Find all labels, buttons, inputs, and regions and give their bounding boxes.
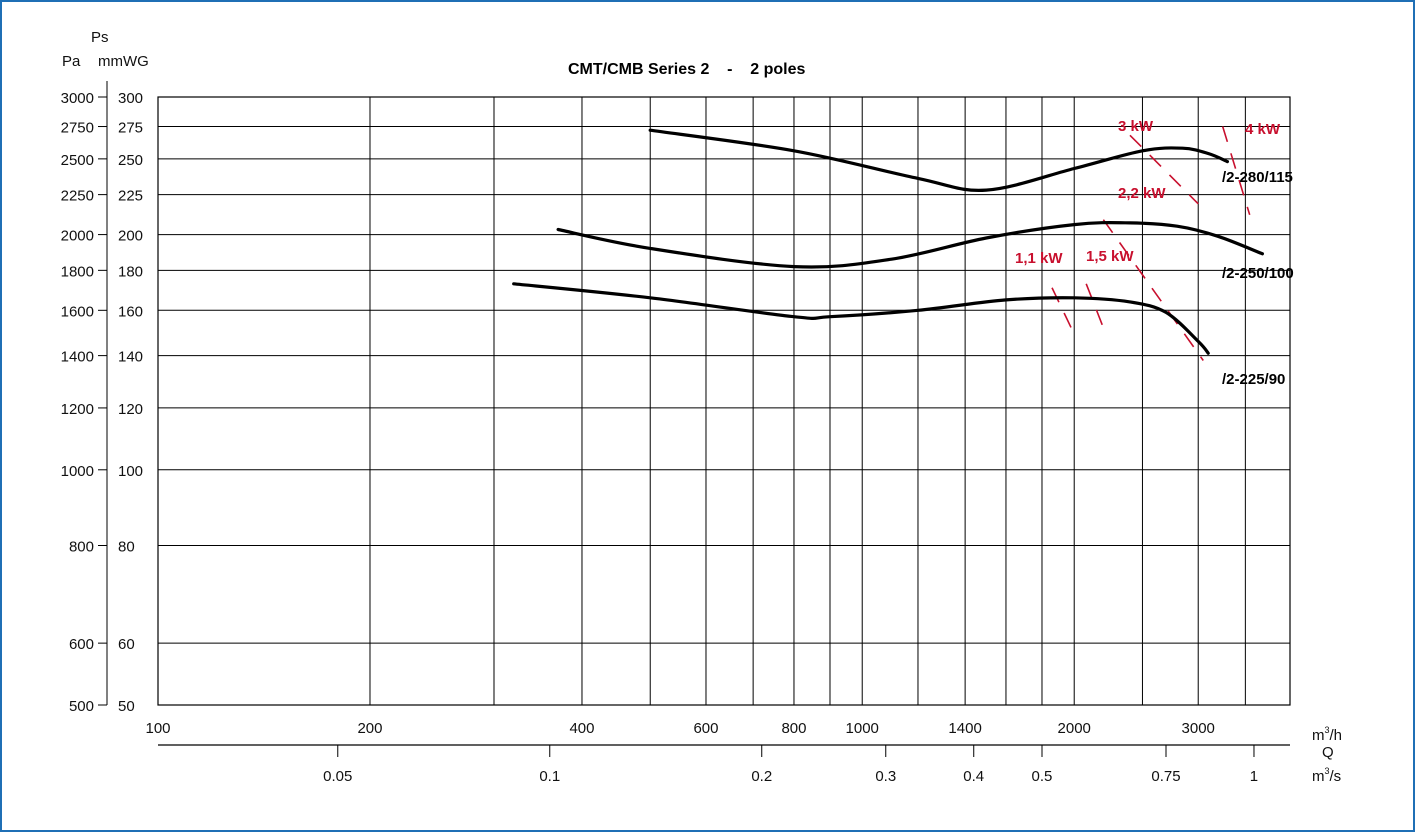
power-line — [1221, 126, 1251, 216]
fan-curve-label: /2-250/100 — [1222, 265, 1294, 282]
y-tick-label-pa: 1600 — [61, 303, 94, 320]
y-tick-label-pa: 1000 — [61, 463, 94, 480]
y-tick-label-mmwg: 300 — [118, 90, 143, 107]
y-tick-label-mmwg: 140 — [118, 349, 143, 366]
power-line-label: 2,2 kW — [1118, 185, 1166, 202]
x-tick-label-m3s: 0.1 — [539, 768, 560, 785]
fan-curve-label: /2-280/115 — [1222, 169, 1293, 186]
x-tick-label-m3h: 100 — [145, 720, 170, 737]
x-tick-label-m3h: 3000 — [1182, 720, 1215, 737]
y-tick-label-mmwg: 120 — [118, 401, 143, 418]
y-tick-label-pa: 3000 — [61, 90, 94, 107]
power-line — [1051, 287, 1072, 329]
x-tick-label-m3h: 2000 — [1058, 720, 1091, 737]
y-tick-label-mmwg: 180 — [118, 263, 143, 280]
y-tick-label-mmwg: 60 — [118, 636, 135, 653]
x-unit-m3h: m3/h — [1312, 725, 1342, 744]
y-tick-label-mmwg: 250 — [118, 152, 143, 169]
y-tick-label-pa: 1200 — [61, 401, 94, 418]
y-tick-label-mmwg: 200 — [118, 228, 143, 245]
x-tick-label-m3h: 200 — [357, 720, 382, 737]
x-tick-label-m3s: 0.5 — [1032, 768, 1053, 785]
y-tick-label-mmwg: 100 — [118, 463, 143, 480]
x-tick-label-m3h: 400 — [569, 720, 594, 737]
fan-curve-line — [512, 282, 1210, 355]
fan-curves — [512, 128, 1264, 355]
x-tick-label-m3s: 0.3 — [875, 768, 896, 785]
x-tick-label-m3s: 1 — [1250, 768, 1258, 785]
y-tick-label-pa: 1800 — [61, 263, 94, 280]
fan-curve-line — [556, 221, 1264, 269]
x-unit-m3s: m3/s — [1312, 766, 1341, 785]
y-tick-label-pa: 500 — [69, 698, 94, 715]
x-tick-label-m3s: 0.4 — [963, 768, 984, 785]
y-tick-label-pa: 600 — [69, 636, 94, 653]
grid-lines — [157, 96, 1291, 706]
x-tick-label-m3h: 800 — [781, 720, 806, 737]
x-tick-label-m3s: 0.75 — [1151, 768, 1180, 785]
y-axis-left-unit: Pa — [62, 53, 81, 70]
y-axis-symbol: Ps — [91, 29, 109, 46]
x-tick-label-m3h: 600 — [693, 720, 718, 737]
axes — [98, 81, 1290, 757]
y-tick-label-pa: 2000 — [61, 228, 94, 245]
power-line-label: 1,1 kW — [1015, 250, 1063, 267]
power-line-label: 4 kW — [1245, 121, 1281, 138]
x-tick-label-m3h: 1000 — [846, 720, 879, 737]
labels: CMT/CMB Series 2 - 2 poles Ps Pa mmWG Q … — [61, 29, 1342, 785]
fan-curve-line — [648, 128, 1229, 192]
y-axis-right-unit: mmWG — [98, 53, 149, 70]
y-tick-label-mmwg: 160 — [118, 303, 143, 320]
y-tick-label-pa: 2750 — [61, 120, 94, 137]
power-line-label: 1,5 kW — [1086, 248, 1134, 265]
x-tick-label-m3s: 0.2 — [751, 768, 772, 785]
y-tick-label-mmwg: 80 — [118, 539, 135, 556]
y-tick-label-mmwg: 225 — [118, 188, 143, 205]
x-tick-label-m3s: 0.05 — [323, 768, 352, 785]
x-tick-label-m3h: 1400 — [948, 720, 981, 737]
y-tick-label-pa: 800 — [69, 539, 94, 556]
y-tick-label-pa: 1400 — [61, 349, 94, 366]
power-line-label: 3 kW — [1118, 118, 1154, 135]
y-tick-label-pa: 2500 — [61, 152, 94, 169]
chart-title: CMT/CMB Series 2 - 2 poles — [568, 61, 805, 78]
x-axis-symbol: Q — [1322, 744, 1334, 761]
y-tick-label-mmwg: 275 — [118, 120, 143, 137]
power-lines — [1051, 126, 1251, 361]
y-tick-label-pa: 2250 — [61, 188, 94, 205]
power-line — [1085, 283, 1105, 329]
power-line — [1102, 219, 1204, 361]
fan-curve-label: /2-225/90 — [1222, 371, 1285, 388]
y-tick-label-mmwg: 50 — [118, 698, 135, 715]
